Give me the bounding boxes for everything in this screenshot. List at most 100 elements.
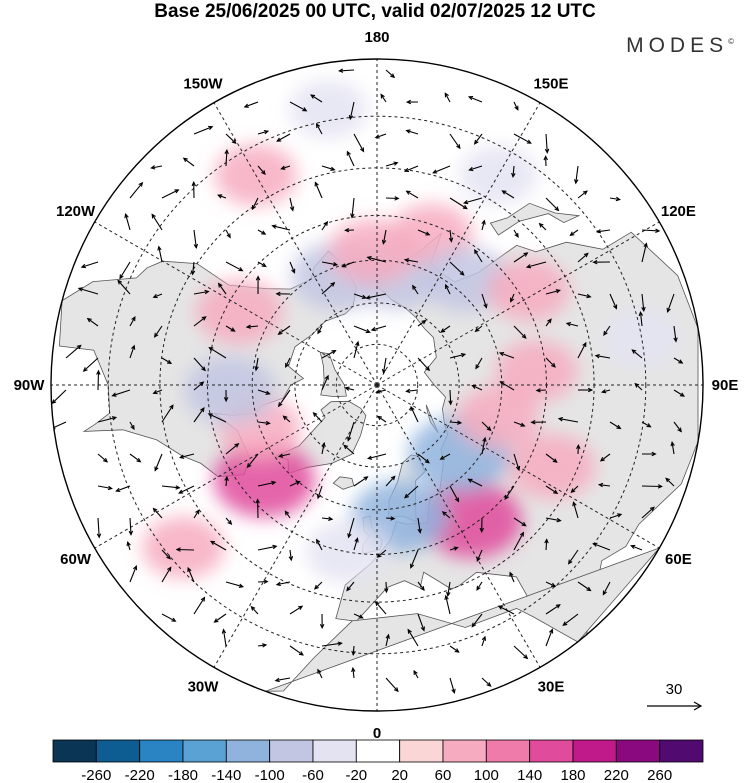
wind-arrow [374,601,387,615]
wind-arrow-shaft [641,293,645,311]
wind-arrow-head [265,390,271,395]
wind-arrow-head [261,262,267,268]
wind-arrow-head [167,566,172,572]
colorbar-segment [615,739,660,763]
wind-arrow-head [207,413,213,418]
wind-arrow-head [498,351,505,357]
wind-arrow [193,596,206,615]
wind-arrow-shaft [310,94,323,103]
wind-arrow-shaft [593,543,611,551]
wind-arrow-head [217,194,223,199]
longitude-label: 0 [373,725,381,742]
wind-arrow-head [178,454,185,459]
wind-arrow [572,501,579,519]
wind-arrow [161,189,180,199]
wind-arrow-shaft [641,243,647,263]
wind-arrow-head [543,155,548,161]
wind-arrow-head [324,374,329,380]
wind-arrow-head [221,628,227,634]
wind-arrow-shaft [407,629,419,647]
wind-arrow-head [255,275,261,281]
wind-arrow [338,68,355,73]
wind-arrow-head [350,213,355,219]
wind-arrow-head [570,488,576,494]
wind-arrow [641,506,655,519]
wind-arrow-head [208,125,214,130]
wind-arrow-head [128,530,134,536]
wind-arrow-shaft [475,357,483,369]
wind-arrow [65,344,82,359]
wind-arrow [353,325,371,334]
wind-arrow [405,99,419,105]
wind-arrow [513,325,527,339]
wind-arrow-shaft [498,605,515,615]
wind-arrow-shaft [513,133,532,144]
wind-arrow [578,387,594,393]
wind-arrow-shaft [97,370,100,391]
wind-arrow-head [115,487,121,493]
wind-arrow-head [86,317,92,323]
wind-arrow [573,165,579,185]
wind-arrow [321,261,339,267]
wind-arrow-shaft [571,485,579,493]
wind-arrow-head [405,190,411,195]
wind-arrow-head [510,297,515,303]
colorbar-segment [442,739,487,763]
wind-arrow [544,133,550,154]
wind-arrow [641,293,646,313]
wind-arrow [289,480,301,487]
wind-arrow-head [486,682,492,687]
wind-arrow-head [152,293,158,299]
wind-arrow-head [76,344,82,350]
wind-arrow-shaft [285,357,291,368]
wind-arrow-head [338,68,344,73]
wind-arrow-shaft [634,383,643,391]
wind-arrow [175,547,195,552]
wind-arrow [193,357,206,372]
wind-arrow-head [476,556,481,562]
wind-arrow-head [445,283,450,289]
wind-arrow-shaft [246,325,259,328]
wind-arrow-head [354,537,359,543]
wind-arrow-shaft [572,502,579,519]
wind-arrow-shaft [449,677,455,693]
wind-arrow-head [182,157,188,163]
wind-arrow-head [111,392,117,397]
wind-arrow-shaft [602,389,611,393]
wind-arrow [316,485,323,500]
wind-arrow-shaft [417,320,426,327]
wind-arrow-shaft [353,613,363,619]
wind-arrow [157,245,163,263]
wind-arrow-head [278,453,284,458]
wind-arrow-head [238,267,244,272]
wind-arrow-head [641,306,646,313]
wind-arrow [381,229,387,245]
colorbar-tick-label: 220 [604,767,629,783]
wind-arrow-head [375,389,381,394]
wind-arrow-shaft [192,261,195,275]
wind-arrow [366,453,387,460]
longitude-labels: 180 150E 120E 90E 60E 30E 0 30W 60W 90W 120W 150W [14,29,739,742]
wind-arrow [609,513,623,519]
wind-arrow-head [567,559,573,565]
wind-arrow-head [499,381,505,386]
wind-arrow-head [131,316,136,322]
wind-arrow-head [565,321,572,327]
wind-arrow [545,197,560,212]
wind-arrow [161,357,173,365]
wind-arrow [592,542,611,551]
wind-arrow-shaft [321,642,342,647]
wind-arrow [545,357,556,368]
wind-arrow-shaft [222,629,227,647]
wind-arrow [254,357,259,372]
wind-arrow-shaft [158,246,163,263]
wind-arrow-shaft [342,261,355,268]
wind-arrow [577,190,588,199]
wind-arrow-head [315,122,321,129]
wind-arrow [161,485,181,490]
wind-arrow-shaft [97,485,112,490]
wind-arrow [344,228,355,233]
wind-arrow-shaft [153,293,163,298]
wind-arrow-head [291,268,296,274]
wind-arrow [154,453,163,472]
